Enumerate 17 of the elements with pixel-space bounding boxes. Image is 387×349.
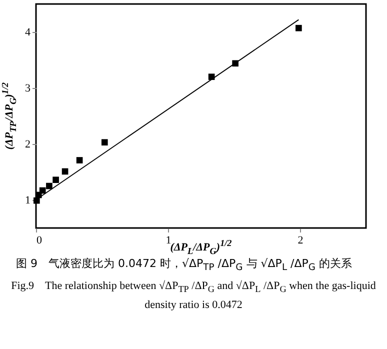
y-tick-label: 4 [25, 26, 31, 38]
point [39, 187, 46, 194]
y-tick-label: 2 [25, 138, 30, 150]
point [62, 168, 68, 175]
point [46, 182, 52, 190]
point [101, 139, 108, 146]
text: 图 9 气液密度比为 0.0472 时，√ΔP$_{TP}$ /ΔP$_{G}$ 与 √ΔP$_{L}$ /ΔP$_{G}$ 的关系 [16, 257, 352, 274]
x-tick-label: 0 [36, 234, 42, 246]
point [76, 157, 83, 164]
point [52, 176, 59, 184]
y-tick-label: 3 [25, 82, 31, 94]
x-tick-label: 2 [298, 234, 304, 246]
y-tick-label: 1 [25, 194, 30, 206]
x-axis-title: (ΔP$_{L}$/ΔP$_{G}$)$^{1/2}$ [170, 238, 232, 256]
text: Fig.9 The relationship between √ΔP$_{TP}$ /ΔP$_{G}$ and √ΔP$_{L}$ /ΔP$_{G}$ when the gas-liquid density ratio is 0.0472 [11, 280, 376, 312]
x-tick-label: 1 [166, 234, 172, 246]
point [296, 24, 302, 32]
